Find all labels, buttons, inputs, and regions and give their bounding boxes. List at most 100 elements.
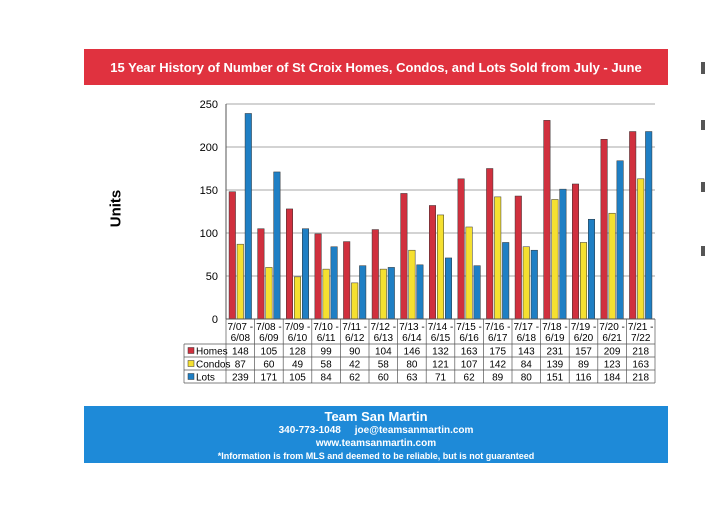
legend-key-homes — [187, 347, 195, 354]
bar-condos — [351, 282, 359, 320]
data-label: 175 — [489, 347, 506, 358]
bar-condos — [437, 214, 444, 320]
x-tick-label: 7/07 - — [228, 322, 254, 333]
bar-condos — [637, 178, 645, 320]
data-label: 58 — [378, 360, 390, 371]
legend-key-lots — [187, 373, 195, 380]
data-label: 163 — [461, 347, 478, 358]
bar-homes — [286, 208, 293, 320]
bar-homes — [429, 205, 436, 320]
x-tick-label: 6/17 — [488, 333, 508, 344]
data-label: 218 — [632, 373, 649, 384]
data-label: 139 — [547, 360, 564, 371]
bar-lots — [616, 160, 624, 320]
bar-homes — [486, 168, 494, 320]
x-tick-label: 6/13 — [374, 333, 394, 344]
data-label: 84 — [321, 373, 333, 384]
bar-homes — [343, 241, 351, 320]
bar-homes — [514, 195, 522, 320]
data-label: 171 — [261, 373, 278, 384]
bar-condos — [265, 267, 273, 320]
data-label: 62 — [349, 373, 361, 384]
data-label: 62 — [464, 373, 476, 384]
bar-condos — [551, 199, 559, 320]
data-label: 60 — [263, 360, 275, 371]
website-link[interactable]: www.teamsanmartin.com — [315, 438, 437, 449]
bar-lots — [445, 257, 452, 320]
data-label: 184 — [604, 373, 621, 384]
bar-homes — [543, 120, 551, 320]
x-tick-label: 6/21 — [602, 333, 622, 344]
data-label: 239 — [232, 373, 249, 384]
x-tick-label: 7/16 - — [485, 322, 511, 333]
bar-homes — [228, 191, 236, 320]
x-tick-label: 7/18 - — [542, 322, 568, 333]
bar-condos — [322, 268, 330, 320]
x-tick-label: 6/15 — [431, 333, 451, 344]
data-label: 123 — [604, 360, 621, 371]
bar-condos — [465, 226, 473, 320]
data-label: 107 — [461, 360, 478, 371]
chart-title: 15 Year History of Number of St Croix Ho… — [110, 59, 642, 75]
x-tick-label: 6/09 — [259, 333, 279, 344]
data-label: 157 — [575, 347, 592, 358]
bar-lots — [588, 218, 595, 320]
x-tick-label: 6/11 — [317, 333, 336, 344]
bar-condos — [608, 212, 616, 320]
bar-lots — [244, 113, 252, 320]
x-tick-label: 6/19 — [545, 333, 565, 344]
footer-banner: Team San Martin 340-773-1048 joe@teamsan… — [84, 406, 668, 463]
bar-lots — [302, 228, 309, 320]
data-label: 60 — [378, 373, 390, 384]
bar-condos — [522, 246, 530, 320]
x-tick-label: 6/18 — [517, 333, 537, 344]
data-label: 146 — [404, 347, 421, 358]
bar-chart: 0 50 100 150 200 250 7/07 -6/08 7/08 -6/09 7/09 … — [183, 99, 656, 384]
data-label: 231 — [547, 347, 564, 358]
x-tick-label: 7/17 - — [514, 322, 540, 333]
data-label: 89 — [578, 360, 590, 371]
bar-lots — [387, 267, 395, 320]
data-label: 89 — [492, 373, 504, 384]
data-label: 63 — [406, 373, 418, 384]
data-label: 84 — [521, 360, 533, 371]
y-tick-label: 100 — [200, 228, 218, 240]
x-tick-label: 7/21 - — [628, 322, 654, 333]
bar-lots — [330, 246, 338, 320]
data-label: 132 — [432, 347, 449, 358]
bar-lots — [530, 249, 538, 320]
y-tick-label: 50 — [206, 271, 218, 283]
x-tick-label: 7/14 - — [428, 322, 454, 333]
data-label: 87 — [235, 360, 247, 371]
legend-key-condos — [187, 360, 195, 367]
data-label: 71 — [435, 373, 447, 384]
x-tick-label: 6/08 — [231, 333, 251, 344]
data-label: 142 — [489, 360, 506, 371]
x-tick-label: 7/13 - — [399, 322, 425, 333]
bar-condos — [294, 276, 301, 320]
y-tick-label: 150 — [200, 185, 218, 197]
x-tick-label: 7/10 - — [313, 322, 339, 333]
bar-condos — [580, 242, 587, 320]
data-label: 163 — [632, 360, 649, 371]
team-name: Team San Martin — [324, 409, 428, 424]
legend-label-condos: Condos — [196, 360, 230, 371]
data-label: 218 — [632, 347, 649, 358]
data-label: 99 — [321, 347, 333, 358]
bar-homes — [371, 229, 379, 320]
bar-homes — [572, 183, 579, 320]
x-tick-label: 6/20 — [574, 333, 594, 344]
bar-condos — [236, 243, 244, 320]
data-label: 105 — [289, 373, 306, 384]
y-tick-label: 0 — [212, 314, 218, 326]
bar-homes — [600, 139, 608, 320]
bar-lots — [359, 265, 367, 320]
x-tick-label: 7/22 — [631, 333, 651, 344]
x-tick-label: 7/08 - — [256, 322, 282, 333]
bar-condos — [494, 196, 502, 320]
data-label: 143 — [518, 347, 535, 358]
data-label: 209 — [604, 347, 621, 358]
chart-title-banner: 15 Year History of Number of St Croix Ho… — [84, 49, 668, 85]
bar-condos — [408, 249, 416, 320]
x-tick-label: 7/15 - — [456, 322, 482, 333]
